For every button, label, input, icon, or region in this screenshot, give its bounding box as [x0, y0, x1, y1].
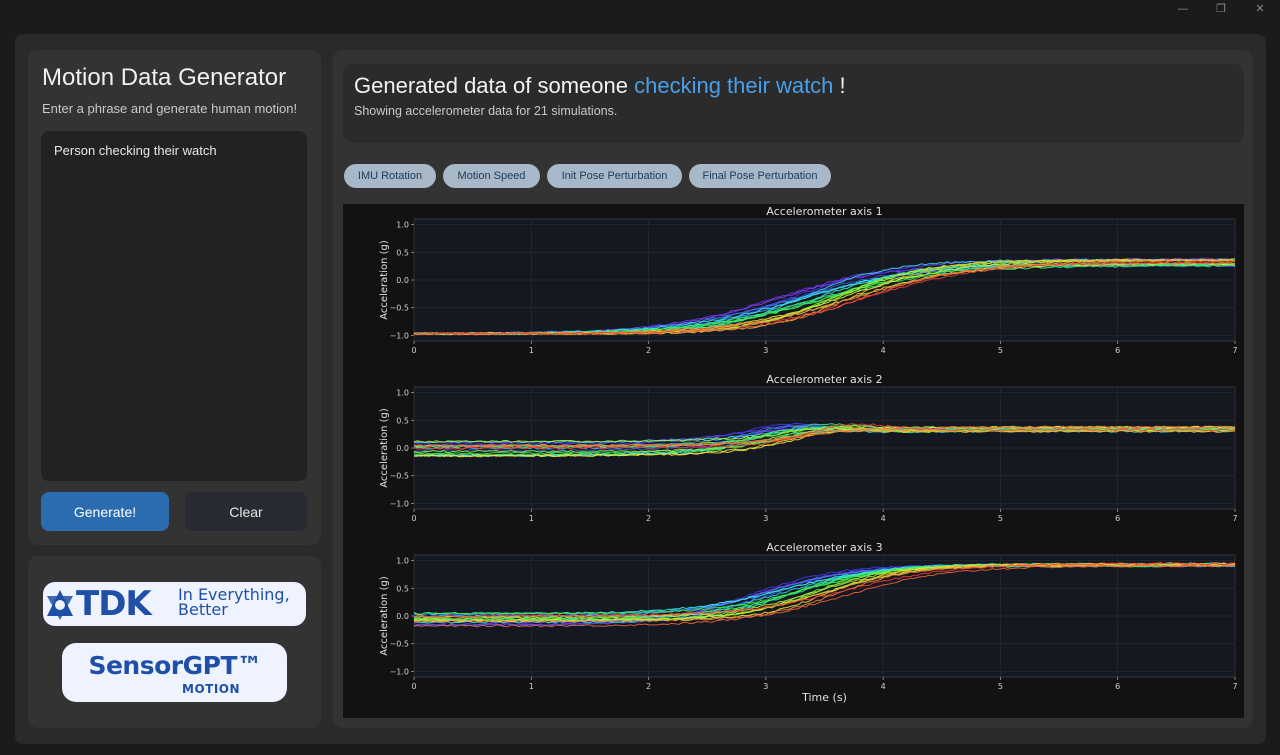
x-tick-label: 6 [1115, 514, 1120, 523]
window-titlebar: — ❐ ✕ [0, 0, 1280, 18]
sensorgpt-logo: SensorGPT™ MOTION [62, 643, 287, 702]
y-tick-label: −1.0 [390, 499, 409, 508]
y-tick-label: −1.0 [390, 667, 409, 676]
x-tick-label: 7 [1232, 346, 1237, 355]
results-headline: Generated data of someone checking their… [354, 73, 846, 99]
x-tick-label: 1 [529, 682, 534, 691]
y-tick-label: −0.5 [390, 640, 409, 649]
y-tick-label: 0.0 [396, 612, 409, 621]
sensorgpt-subtitle: MOTION [182, 682, 241, 696]
x-tick-label: 6 [1115, 682, 1120, 691]
tdk-wordmark: TDK [76, 584, 152, 624]
y-tick-label: −0.5 [390, 472, 409, 481]
tdk-emblem-icon [47, 590, 73, 620]
app-subtitle: Enter a phrase and generate human motion… [42, 101, 298, 116]
minimize-icon[interactable]: — [1177, 2, 1189, 15]
headline-prefix: Generated data of someone [354, 73, 628, 98]
x-tick-label: 7 [1232, 514, 1237, 523]
sensorgpt-wordmark: SensorGPT™ [88, 651, 262, 680]
series-line [413, 563, 1236, 623]
close-icon[interactable]: ✕ [1255, 2, 1265, 15]
y-tick-label: 1.0 [396, 221, 409, 230]
y-tick-label: 0.5 [396, 584, 409, 593]
x-tick-label: 6 [1115, 346, 1120, 355]
y-tick-label: 0.5 [396, 416, 409, 425]
y-axis-label: Acceleration (g) [379, 408, 390, 488]
x-tick-label: 3 [763, 346, 768, 355]
series-line [413, 425, 1235, 448]
x-tick-label: 3 [763, 514, 768, 523]
accelerometer-chart: 0 1 2 3 4 5 6 7 −1.0 −0.5 0.0 0.5 1.0 Accelerometer a… [379, 205, 1238, 704]
y-tick-label: −0.5 [390, 304, 409, 313]
y-axis-label: Acceleration (g) [379, 576, 390, 656]
x-tick-label: 2 [646, 346, 651, 355]
filter-final-pose-perturbation[interactable]: Final Pose Perturbation [689, 164, 831, 188]
tdk-tagline-line-1: In Everything, [178, 585, 290, 604]
tdk-logo: TDK In Everything, Better [43, 582, 306, 626]
x-tick-label: 4 [881, 346, 886, 355]
chart-title: Accelerometer axis 1 [766, 205, 882, 218]
accelerometer-plots: 0 1 2 3 4 5 6 7 −1.0 −0.5 0.0 0.5 1.0 Accelerometer a… [343, 204, 1244, 718]
x-tick-label: 0 [411, 346, 416, 355]
chart-title: Accelerometer axis 2 [766, 373, 882, 386]
x-tick-label: 2 [646, 682, 651, 691]
headline-motion: checking their watch [634, 73, 834, 98]
filter-init-pose-perturbation[interactable]: Init Pose Perturbation [547, 164, 682, 188]
x-tick-label: 4 [881, 514, 886, 523]
series-line [413, 562, 1236, 618]
clear-button[interactable]: Clear [185, 492, 307, 531]
results-header [343, 64, 1244, 143]
y-tick-label: 0.0 [396, 444, 409, 453]
headline-suffix: ! [839, 73, 846, 98]
series-line [413, 423, 1236, 450]
x-axis-label: Time (s) [801, 691, 847, 704]
y-tick-label: 1.0 [396, 557, 409, 566]
filter-motion-speed[interactable]: Motion Speed [443, 164, 540, 188]
series-line [413, 260, 1236, 336]
tdk-tagline: In Everything, Better [178, 585, 290, 619]
x-tick-label: 5 [998, 682, 1003, 691]
series-line [413, 564, 1236, 628]
y-tick-label: 1.0 [396, 389, 409, 398]
generate-button[interactable]: Generate! [41, 492, 169, 531]
phrase-input[interactable]: Person checking their watch [41, 131, 307, 481]
y-axis-label: Acceleration (g) [379, 240, 390, 320]
y-tick-label: −1.0 [390, 331, 409, 340]
x-tick-label: 5 [998, 346, 1003, 355]
maximize-icon[interactable]: ❐ [1216, 2, 1226, 15]
x-tick-label: 1 [529, 346, 534, 355]
x-tick-label: 1 [529, 514, 534, 523]
series-line [413, 425, 1236, 443]
y-tick-label: 0.5 [396, 248, 409, 257]
filter-imu-rotation[interactable]: IMU Rotation [344, 164, 436, 188]
x-tick-label: 4 [881, 682, 886, 691]
app-title: Motion Data Generator [42, 64, 287, 91]
chart-title: Accelerometer axis 3 [766, 541, 882, 554]
x-tick-label: 2 [646, 514, 651, 523]
x-tick-label: 0 [411, 682, 416, 691]
x-tick-label: 7 [1232, 682, 1237, 691]
x-tick-label: 3 [763, 682, 768, 691]
x-tick-label: 5 [998, 514, 1003, 523]
x-tick-label: 0 [411, 514, 416, 523]
results-summary: Showing accelerometer data for 21 simula… [354, 104, 618, 118]
tdk-tagline-line-2: Better [178, 600, 228, 619]
y-tick-label: 0.0 [396, 276, 409, 285]
